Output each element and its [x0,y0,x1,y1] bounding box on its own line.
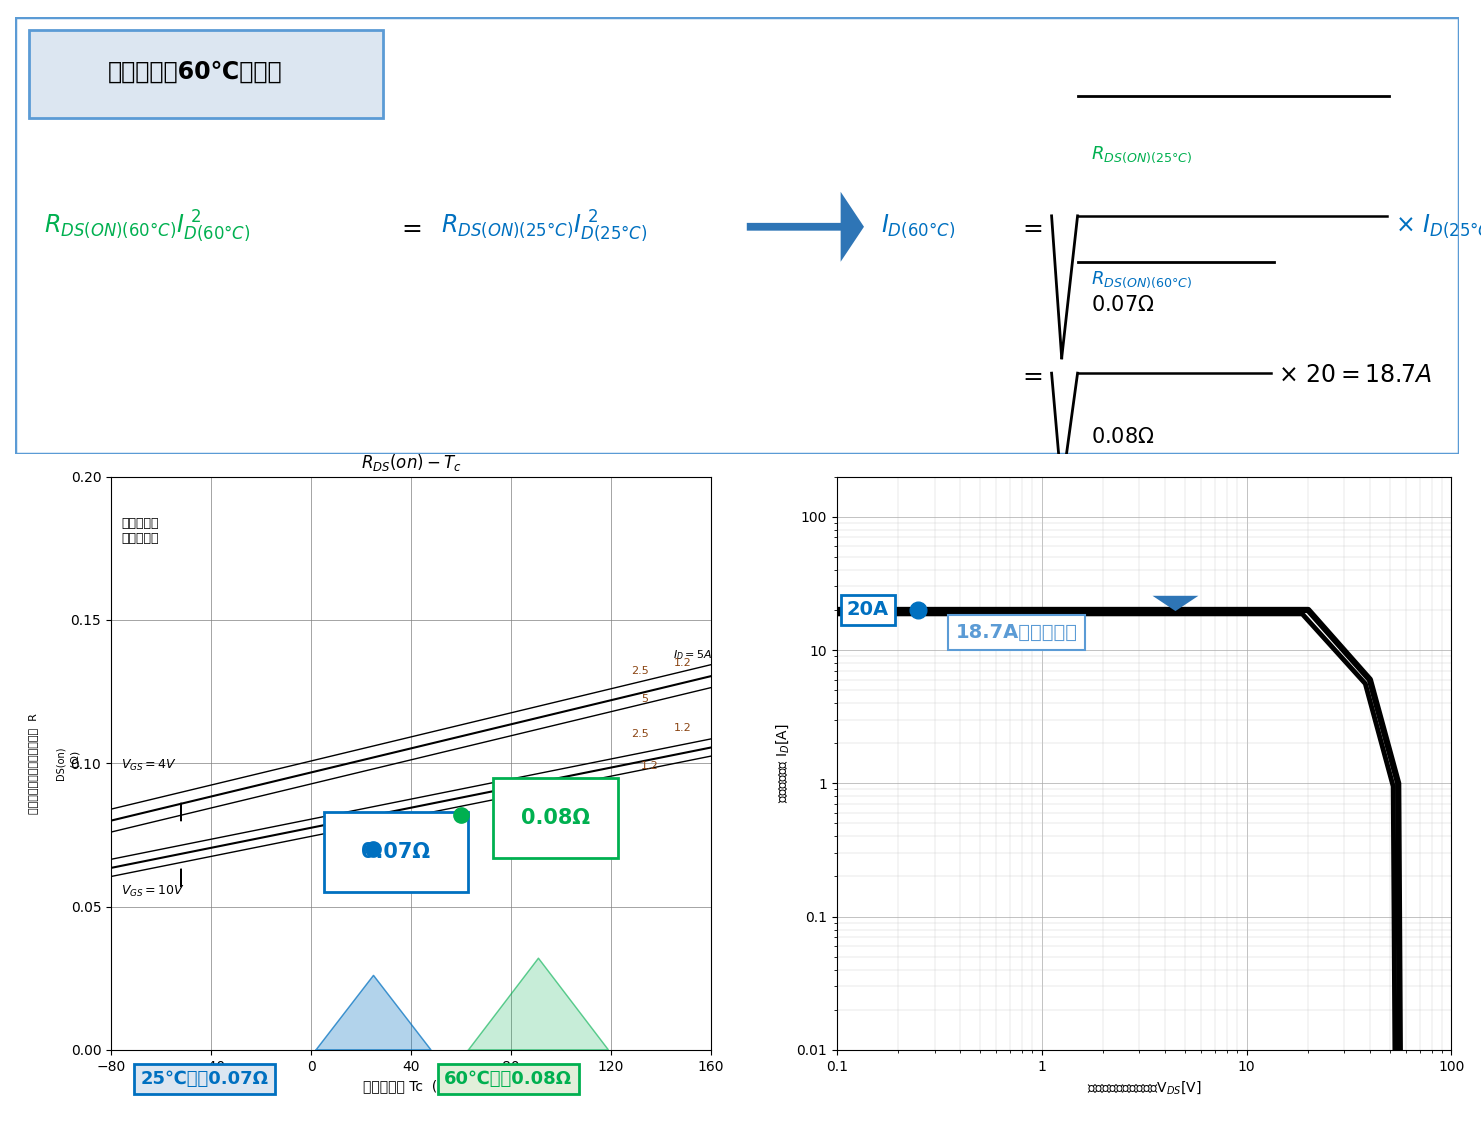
FancyBboxPatch shape [30,31,384,118]
Text: (Ω): (Ω) [70,751,80,775]
Text: $0.08\Omega$: $0.08\Omega$ [1090,427,1154,446]
Text: 20A: 20A [847,600,889,620]
Text: $\times\ 20 = 18.7A$: $\times\ 20 = 18.7A$ [1278,363,1432,387]
Text: 0.08Ω: 0.08Ω [521,808,591,827]
Text: 25℃では0.07Ω: 25℃では0.07Ω [141,1070,268,1088]
Text: $=$: $=$ [397,215,422,238]
Text: 1.2: 1.2 [641,762,659,772]
Text: ソース接地
パルス測定: ソース接地 パルス測定 [121,516,158,545]
Text: ドレイン・ソース間オン抵抗  R: ドレイン・ソース間オン抵抗 R [28,713,39,814]
Text: $V_{GS}=4V$: $V_{GS}=4V$ [121,758,176,773]
Text: $R_{DS(ON)(25\degree C)}I_{D(25\degree C)}^{\ 2}$: $R_{DS(ON)(25\degree C)}I_{D(25\degree C… [441,209,647,244]
Text: 1.2: 1.2 [674,723,692,733]
Text: 18.7Aまで下げる: 18.7Aまで下げる [955,623,1078,642]
X-axis label: ドレインソース間電圧V$_{DS}$[V]: ドレインソース間電圧V$_{DS}$[V] [1087,1079,1201,1096]
FancyBboxPatch shape [493,777,619,858]
X-axis label: ケース温度 Tc  (℃): ケース温度 Tc (℃) [363,1079,459,1093]
Text: $V_{GS}=10V$: $V_{GS}=10V$ [121,884,185,899]
Text: $0.07\Omega$: $0.07\Omega$ [1090,295,1154,316]
Polygon shape [468,958,609,1050]
Text: $=$: $=$ [1019,215,1044,238]
Text: 周囲温度が60℃の場合: 周囲温度が60℃の場合 [108,60,283,84]
FancyBboxPatch shape [15,17,1459,454]
Text: $R_{DS(ON)(60\degree C)}I_{D(60\degree C)}^{\ 2}$: $R_{DS(ON)(60\degree C)}I_{D(60\degree C… [44,209,250,244]
Polygon shape [315,975,431,1050]
Text: 1.2: 1.2 [674,657,692,667]
Text: 2.5: 2.5 [631,666,649,676]
Text: $R_{DS(ON)(60\degree C)}$: $R_{DS(ON)(60\degree C)}$ [1090,269,1192,289]
Text: $\times\ I_{D(25\degree C)}$: $\times\ I_{D(25\degree C)}$ [1395,213,1481,241]
Text: 0.07Ω: 0.07Ω [361,842,431,863]
Title: $R_{DS}(on)-T_c$: $R_{DS}(on)-T_c$ [360,453,462,473]
Text: $I_D=5A$: $I_D=5A$ [674,648,712,662]
Text: $=$: $=$ [1019,363,1044,387]
FancyBboxPatch shape [323,812,468,892]
Text: 60℃では0.08Ω: 60℃では0.08Ω [444,1070,573,1088]
Text: $I_{D(60\degree C)}$: $I_{D(60\degree C)}$ [881,213,955,241]
Text: DS(on): DS(on) [55,747,65,780]
Text: 5: 5 [641,693,647,704]
Text: $R_{DS(ON)(25\degree C)}$: $R_{DS(ON)(25\degree C)}$ [1090,144,1192,165]
Text: 2.5: 2.5 [631,729,649,739]
Y-axis label: ドレイン電流 I$_D$[A]: ドレイン電流 I$_D$[A] [775,723,791,804]
